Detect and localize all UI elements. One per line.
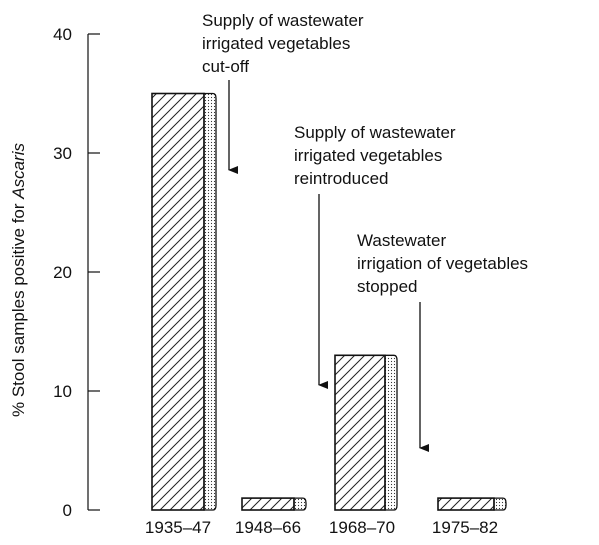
y-tick-label: 10 [53, 382, 72, 401]
x-tick-label: 1948–66 [235, 518, 301, 537]
bars [151, 92, 507, 511]
y-axis-label-prefix: % Stool samples positive for [9, 199, 28, 417]
annotation-line: Supply of wastewater [202, 11, 364, 30]
annotation-line: cut-off [202, 57, 249, 76]
x-tick-label: 1935–47 [145, 518, 211, 537]
y-axis-ticks: 0 10 20 30 40 [53, 25, 100, 520]
annotation-line: reintroduced [294, 169, 389, 188]
x-tick-label: 1975–82 [432, 518, 498, 537]
annotation-line: irrigated vegetables [294, 146, 442, 165]
bar-front-face [151, 92, 205, 511]
annotations: Supply of wastewater irrigated vegetables… [202, 11, 528, 452]
y-axis-label-italic: Ascaris [9, 143, 28, 200]
bar-side-face [493, 497, 507, 511]
bar-2 [241, 497, 307, 511]
x-tick-label: 1968–70 [329, 518, 395, 537]
annotation-line: Supply of wastewater [294, 123, 456, 142]
bar-4 [437, 497, 507, 511]
x-axis-tick-labels: 1935–47 1948–66 1968–70 1975–82 [145, 518, 498, 537]
annotation-line: stopped [357, 277, 418, 296]
bar-side-face [293, 497, 307, 511]
y-tick-label: 20 [53, 263, 72, 282]
annotation-line: irrigation of vegetables [357, 254, 528, 273]
bar-3 [334, 354, 398, 511]
bar-front-face [241, 497, 295, 511]
bar-front-face [334, 354, 386, 511]
bar-front-face [437, 497, 495, 511]
annotation-2: Supply of wastewater irrigated vegetables… [294, 123, 456, 389]
annotation-line: Wastewater [357, 231, 446, 250]
y-axis-label: % Stool samples positive for Ascaris [9, 143, 28, 417]
bar-side-face [203, 92, 217, 511]
y-tick-label: 30 [53, 144, 72, 163]
annotation-3: Wastewater irrigation of vegetables stoppe… [357, 231, 528, 452]
y-tick-label: 0 [63, 501, 72, 520]
y-tick-label: 40 [53, 25, 72, 44]
bar-side-face [384, 354, 398, 511]
annotation-line: irrigated vegetables [202, 34, 350, 53]
bar-1 [151, 92, 217, 511]
annotation-1: Supply of wastewater irrigated vegetables… [202, 11, 364, 174]
